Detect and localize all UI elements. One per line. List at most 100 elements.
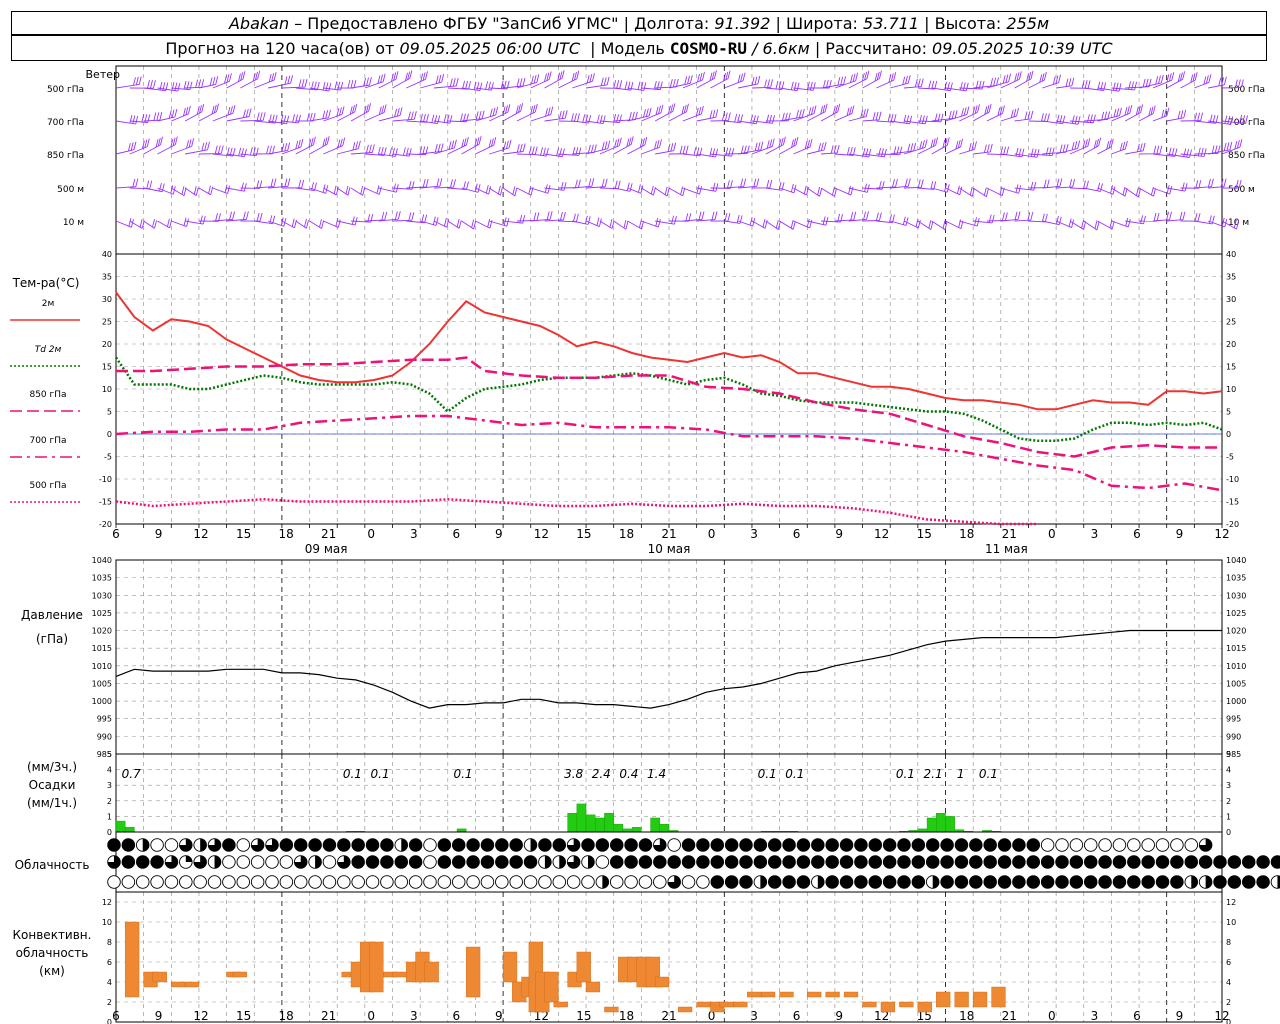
cloud-cover-fill (294, 838, 308, 852)
wind-barb-feather (244, 148, 247, 157)
conv-cloud-bar (991, 986, 1006, 1008)
wind-barb (599, 145, 620, 155)
wind-barb-feather (607, 140, 611, 149)
wind-barb (447, 220, 460, 229)
wind-barb (558, 78, 577, 89)
wind-barb-feather (1127, 218, 1131, 228)
cloud-cover-circle (1170, 838, 1184, 852)
wind-barb-feather (1238, 179, 1242, 189)
cloud-cover-fill (696, 855, 710, 869)
wind-barb-feather (679, 145, 683, 154)
wind-barb (1069, 145, 1088, 155)
precip-unit-1h: (мм/1ч.) (26, 796, 78, 810)
wind-barb-feather (731, 148, 735, 157)
conv-cloud-bar (779, 991, 794, 998)
alt-value: 255м (1006, 13, 1050, 33)
wind-barb-feather (920, 78, 924, 87)
wind-barb-feather (796, 109, 799, 119)
wind-barb (364, 112, 385, 122)
cloud-cover-circle (207, 875, 222, 889)
cloud-cover-circle (365, 875, 380, 889)
wind-barb-feather (1125, 217, 1129, 227)
cloud-cover-fill (840, 838, 853, 852)
wind-barb-feather (709, 147, 713, 157)
wind-barb (115, 83, 140, 89)
wind-barb (171, 220, 187, 227)
cloud-cover-fill (596, 838, 609, 852)
conv-cloud-bar (171, 981, 186, 988)
pressure-tick-left: 1040 (92, 556, 112, 565)
wind-barb-feather (284, 76, 288, 85)
wind-barb-feather (547, 185, 551, 194)
cloud-cover-circle (150, 838, 164, 852)
precip-bar (613, 824, 624, 833)
wind-barb (1097, 115, 1120, 122)
wind-barb (1138, 187, 1154, 197)
forecast-label: Прогноз на 120 часа(ов) от (165, 38, 395, 58)
wind-barb (392, 187, 413, 190)
pressure-tick-left: 1005 (92, 679, 112, 688)
wind-barb (599, 220, 613, 229)
wind-barb-feather (1236, 140, 1240, 149)
wind-barb-feather (1030, 181, 1034, 190)
wind-barb-feather (1081, 80, 1085, 89)
wind-barb-feather (890, 73, 894, 82)
wind-barb-feather (917, 78, 921, 87)
wind-barb-feather (642, 138, 645, 147)
wind-barb (654, 110, 674, 122)
wind-barb-feather (1138, 105, 1141, 114)
wind-barb-feather (771, 138, 775, 147)
wind-barb-feather (300, 138, 304, 148)
cloud-cover-fill (1156, 855, 1169, 869)
temp-tick-right: -10 (1226, 475, 1239, 484)
wind-barb-feather (640, 185, 644, 194)
wind-barb-feather (451, 140, 455, 149)
wind-barb-feather (337, 219, 341, 228)
wind-barb (931, 87, 951, 92)
time-axis-hour-label: 6 (112, 527, 120, 541)
wind-barb-feather (960, 138, 964, 147)
wind-barb-feather (243, 183, 247, 192)
pressure-tick-right: 985 (1226, 750, 1241, 759)
conv-time-axis-hour-label: 18 (619, 1009, 634, 1023)
wind-barb-feather (337, 81, 341, 90)
wind-barb (945, 146, 961, 155)
conv-tick-right: 10 (1226, 918, 1236, 927)
conv-tick-right: 6 (1226, 958, 1231, 967)
wind-barb-feather (935, 137, 939, 146)
wind-barb-feather (360, 185, 364, 195)
wind-barb-feather (625, 221, 629, 230)
wind-barb-feather (687, 75, 690, 85)
wind-barb-feather (860, 109, 864, 119)
wind-barb-feather (1194, 213, 1198, 222)
precip-tick-left: 2 (107, 797, 112, 806)
wind-barb-feather (308, 139, 312, 148)
wind-barb (1194, 120, 1217, 124)
wind-barb-feather (655, 106, 659, 115)
wind-barb-feather (204, 142, 208, 151)
wind-barb (295, 187, 315, 192)
cloud-cover-circle (236, 838, 251, 852)
precip-tick-right: 4 (1226, 766, 1231, 775)
cloud-cover-fill (725, 855, 738, 869)
wind-barb-feather (743, 145, 747, 154)
wind-barb-feather (1200, 112, 1204, 121)
cloud-cover-circle (552, 875, 567, 889)
time-axis-hour-label: 6 (1133, 527, 1141, 541)
cloud-cover-fill (509, 855, 523, 869)
cloud-cover-fill (682, 838, 695, 852)
wind-barb (295, 220, 307, 229)
wind-barb (890, 185, 909, 189)
wind-barb-feather (397, 211, 401, 220)
wind-barb (862, 153, 885, 158)
cloud-cover-fill (1242, 855, 1256, 869)
wind-barb-feather (1069, 179, 1073, 188)
wind-barb-feather (793, 138, 797, 147)
conv-tick-left: 8 (107, 938, 112, 947)
wind-barb-feather (944, 183, 947, 192)
cloud-cover-fill (438, 855, 451, 869)
wind-barb (226, 78, 244, 89)
wind-barb-feather (229, 106, 233, 115)
wind-barb (420, 220, 437, 226)
wind-barb (1042, 120, 1063, 125)
